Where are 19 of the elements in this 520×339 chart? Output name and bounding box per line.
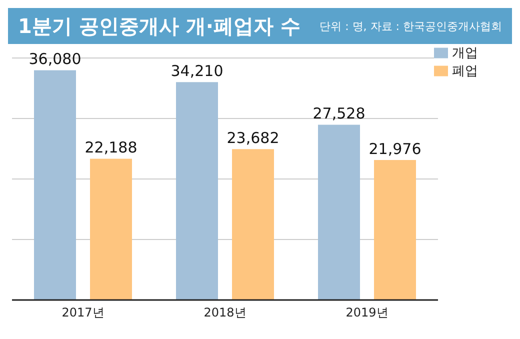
bar [232, 149, 274, 300]
data-label: 21,976 [368, 140, 422, 158]
chart-subtitle: 단위 : 명, 자료 : 한국공인중개사협회 [320, 18, 502, 34]
legend-label: 폐업 [452, 64, 478, 79]
bar [34, 70, 76, 300]
data-label: 27,528 [312, 104, 366, 123]
bar [318, 124, 360, 300]
x-tick-label: 2019년 [346, 306, 388, 320]
x-tick-label: 2017년 [62, 306, 104, 320]
bar [90, 158, 132, 300]
data-label: 34,210 [170, 62, 224, 80]
chart-title: 1분기 공인중개사 개·폐업자 수 [18, 12, 300, 40]
bar [176, 82, 218, 300]
data-label: 22,188 [84, 138, 138, 157]
bar [374, 160, 416, 300]
x-tick-label: 2018년 [204, 306, 246, 320]
data-label: 23,682 [226, 129, 280, 148]
data-label: 36,080 [28, 50, 82, 68]
legend-label: 개업 [452, 46, 478, 61]
